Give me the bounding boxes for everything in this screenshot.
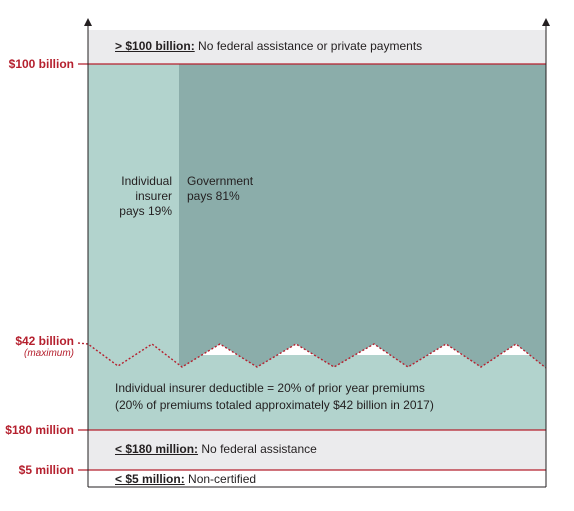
insurer-share-label: Individual insurer pays 19%	[119, 174, 172, 218]
label-180-million: $180 million	[5, 423, 74, 437]
government-share-region	[179, 64, 546, 368]
band-below-180-million	[88, 430, 546, 470]
band-mid-description: No federal assistance	[201, 442, 317, 456]
insurer-share-region	[88, 64, 179, 430]
band-below-5-million	[88, 470, 546, 487]
label-100-billion: $100 billion	[8, 57, 74, 71]
deductible-note-line-1: Individual insurer deductible = 20% of p…	[115, 381, 425, 395]
band-bottom-description: Non-certified	[188, 472, 257, 486]
label-5-million: $5 million	[18, 463, 74, 477]
band-mid-threshold: < $180 million:	[115, 442, 199, 456]
label-42-billion-maximum: (maximum)	[24, 348, 74, 359]
band-above-100-billion	[88, 30, 546, 64]
label-42-billion: $42 billion	[15, 334, 74, 348]
government-share-label: Government pays 81%	[187, 174, 254, 203]
deductible-region	[179, 355, 546, 430]
band-bottom-text: < $5 million: Non-certified	[115, 472, 256, 486]
band-mid-text: < $180 million: No federal assistance	[115, 442, 317, 456]
band-top-description: No federal assistance or private payment…	[198, 39, 423, 53]
deductible-note-line-2: (20% of premiums totaled approximately $…	[115, 398, 434, 412]
band-bottom-threshold: < $5 million:	[115, 472, 185, 486]
threshold-line-42-billion	[77, 342, 547, 369]
band-top-text: > $100 billion: No federal assistance or…	[115, 39, 422, 53]
band-top-threshold: > $100 billion:	[115, 39, 195, 53]
